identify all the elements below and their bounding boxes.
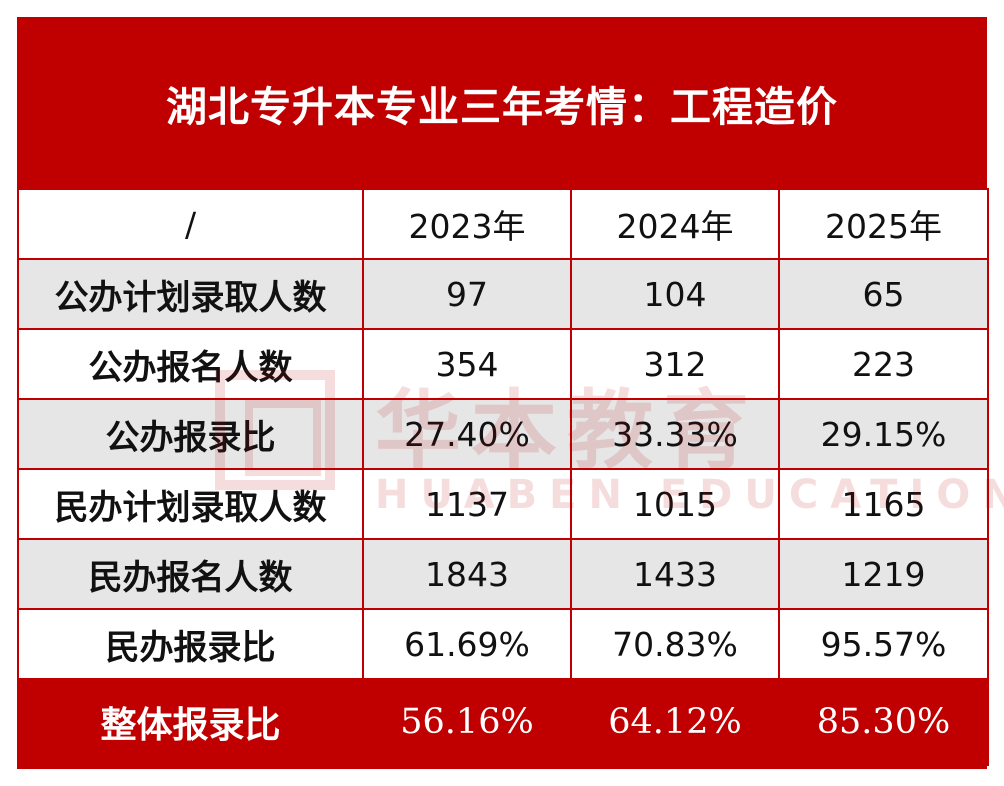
table-cell: 354 — [362, 328, 572, 400]
total-label: 整体报录比 — [17, 678, 364, 766]
table-cell: 61.69% — [362, 608, 572, 680]
row-label: 公办计划录取人数 — [17, 258, 364, 330]
row-label: 民办报名人数 — [17, 538, 364, 610]
page-title: 湖北专升本专业三年考情：工程造价 — [166, 82, 838, 131]
table-cell: 70.83% — [570, 608, 780, 680]
total-cell: 64.12% — [570, 678, 780, 766]
row-label: 民办报录比 — [17, 608, 364, 680]
table-cell: 29.15% — [778, 398, 989, 470]
total-row: 整体报录比 56.16% 64.12% 85.30% — [17, 678, 989, 766]
table-cell: 27.40% — [362, 398, 572, 470]
total-cell: 85.30% — [778, 678, 989, 766]
table-cell: 223 — [778, 328, 989, 400]
total-cell: 56.16% — [362, 678, 572, 766]
table-row: 民办报名人数 1843 1433 1219 — [17, 538, 989, 610]
table-row: 民办报录比 61.69% 70.83% 95.57% — [17, 608, 989, 680]
table-row: 公办计划录取人数 97 104 65 — [17, 258, 989, 330]
row-label: 公办报录比 — [17, 398, 364, 470]
row-label: 公办报名人数 — [17, 328, 364, 400]
table-cell: 312 — [570, 328, 780, 400]
table-cell: 65 — [778, 258, 989, 330]
table-row: 民办计划录取人数 1137 1015 1165 — [17, 468, 989, 540]
header-corner: / — [17, 188, 364, 260]
table-cell: 33.33% — [570, 398, 780, 470]
row-label: 民办计划录取人数 — [17, 468, 364, 540]
header-year-2025: 2025年 — [778, 188, 989, 260]
table-row: 公办报录比 27.40% 33.33% 29.15% — [17, 398, 989, 470]
table-cell: 95.57% — [778, 608, 989, 680]
table-header-row: / 2023年 2024年 2025年 — [17, 188, 989, 260]
table-cell: 97 — [362, 258, 572, 330]
exam-stats-table: / 2023年 2024年 2025年 公办计划录取人数 97 104 65 公… — [17, 188, 989, 766]
table-cell: 1433 — [570, 538, 780, 610]
infographic-frame: 湖北专升本专业三年考情：工程造价 / 2023年 2024年 2025年 公办计… — [17, 17, 989, 769]
table-cell: 1165 — [778, 468, 989, 540]
table-row: 公办报名人数 354 312 223 — [17, 328, 989, 400]
table-cell: 104 — [570, 258, 780, 330]
table-cell: 1137 — [362, 468, 572, 540]
table-cell: 1015 — [570, 468, 780, 540]
table-cell: 1843 — [362, 538, 572, 610]
header-year-2024: 2024年 — [570, 188, 780, 260]
header-year-2023: 2023年 — [362, 188, 572, 260]
table-cell: 1219 — [778, 538, 989, 610]
